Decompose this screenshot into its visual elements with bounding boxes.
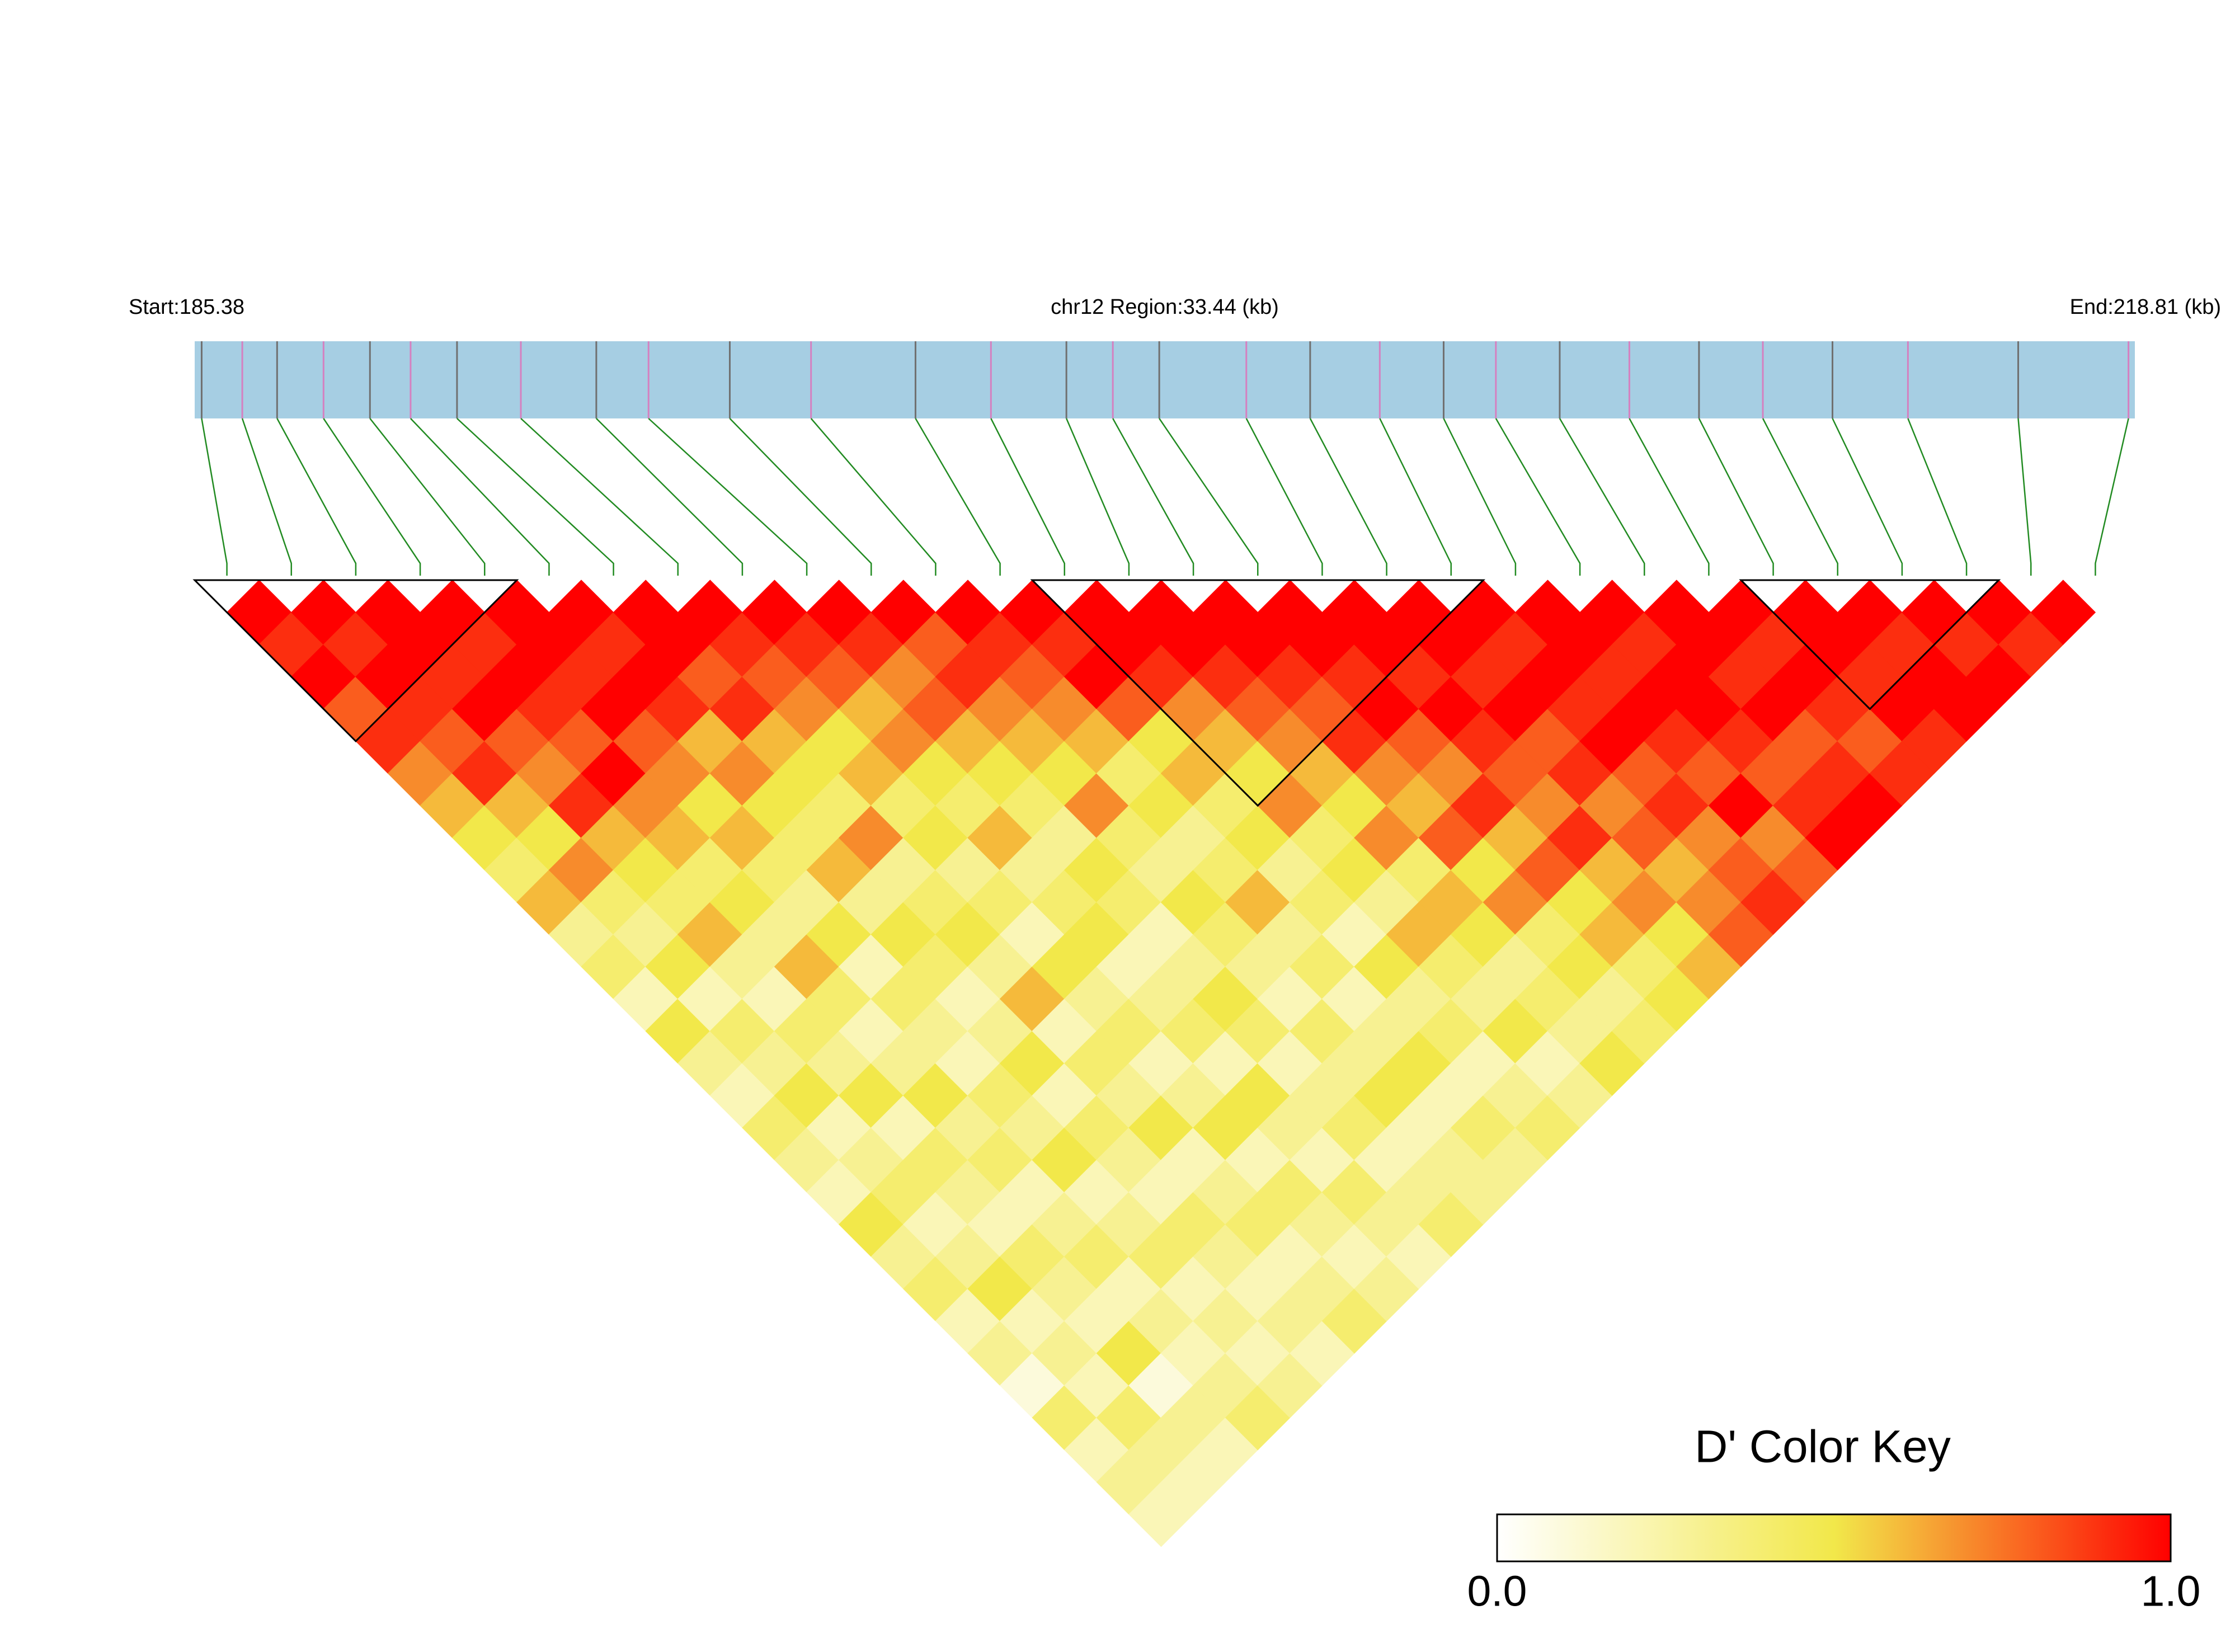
- key-tick-label: 0.0: [1467, 1567, 1527, 1615]
- snp-link: [2017, 418, 2032, 576]
- snp-link: [990, 418, 1065, 576]
- key-title: D' Color Key: [1695, 1422, 1951, 1472]
- color-key: [1496, 1513, 2172, 1562]
- snp-link: [729, 418, 872, 576]
- snp-link: [457, 418, 614, 576]
- snp-link: [595, 418, 744, 576]
- snp-link: [201, 418, 228, 576]
- ld-block: [192, 579, 519, 743]
- snp-link: [1762, 418, 1838, 576]
- snp-link: [241, 418, 292, 576]
- snp-link: [369, 418, 486, 576]
- snp-link: [1907, 418, 1968, 576]
- snp-link: [276, 418, 357, 576]
- snp-link: [1309, 418, 1387, 576]
- snp-link: [915, 418, 1001, 576]
- ld-cell: [2030, 580, 2096, 645]
- region-bar: [195, 341, 2135, 418]
- snp-link: [1629, 418, 1710, 576]
- snp-link: [1698, 418, 1774, 576]
- snp-link: [410, 418, 550, 576]
- snp-link: [1379, 418, 1452, 576]
- snp-link: [1443, 418, 1517, 576]
- snp-link: [1159, 418, 1259, 576]
- snp-link: [1066, 418, 1130, 576]
- end-label: End:218.81 (kb): [2070, 295, 2221, 319]
- snp-link: [1832, 418, 1903, 576]
- snp-link: [520, 418, 679, 576]
- snp-link: [810, 418, 937, 576]
- snp-link: [323, 418, 421, 576]
- start-label: Start:185.38: [129, 295, 244, 319]
- snp-link: [1245, 418, 1323, 576]
- region-label: chr12 Region:33.44 (kb): [1051, 295, 1279, 319]
- snp-link: [1495, 418, 1581, 576]
- snp-link: [2095, 418, 2129, 576]
- snp-link: [1112, 418, 1194, 576]
- key-tick-label: 1.0: [2140, 1567, 2200, 1615]
- snp-link: [648, 418, 808, 576]
- ld-block: [1030, 579, 1485, 807]
- ld-block: [1739, 579, 2001, 710]
- snp-link: [1559, 418, 1645, 576]
